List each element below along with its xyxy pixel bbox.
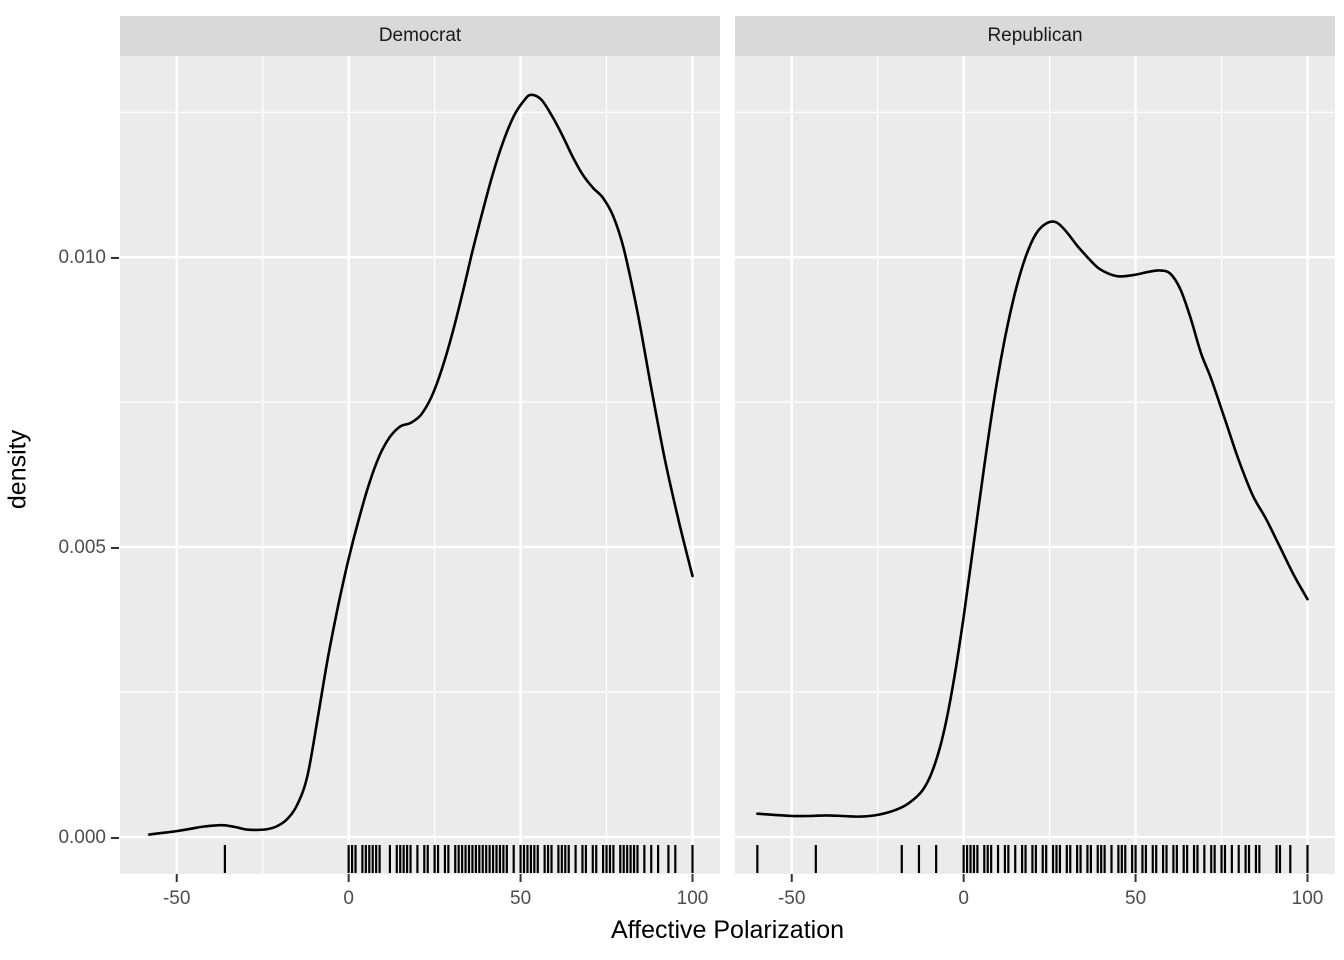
y-tick-mark bbox=[111, 547, 119, 550]
density-curve bbox=[756, 220, 1309, 818]
density-panel-republican: -50 0 50 100 bbox=[735, 56, 1335, 909]
y-tick-label: 0.010 bbox=[58, 247, 106, 269]
y-tick-mark bbox=[111, 836, 119, 839]
x-tick-label: 0 bbox=[343, 888, 354, 909]
density-curve bbox=[147, 93, 694, 836]
x-tick-label: -50 bbox=[778, 888, 805, 909]
x-tick-label: 100 bbox=[1292, 888, 1324, 909]
facet-democrat: Democrat -50 0 50 100 bbox=[120, 16, 720, 912]
panel-background bbox=[120, 56, 720, 874]
x-tick-label: 50 bbox=[510, 888, 531, 909]
x-tick-label: 0 bbox=[958, 888, 969, 909]
y-axis-title: density bbox=[3, 429, 32, 510]
facet-republican: Republican -50 0 50 100 bbox=[735, 16, 1335, 912]
panel-background bbox=[735, 56, 1335, 874]
facet-strip-label: Republican bbox=[987, 25, 1083, 46]
x-axis-title: Affective Polarization bbox=[611, 916, 844, 944]
facet-panels: Democrat -50 0 50 100 Republican -50 0 50 100 bbox=[120, 16, 1335, 912]
density-panel-democrat: -50 0 50 100 bbox=[120, 56, 720, 909]
facet-strip-label: Democrat bbox=[378, 25, 462, 46]
x-tick-label: 50 bbox=[1125, 888, 1146, 909]
x-tick-label: -50 bbox=[163, 888, 190, 909]
y-tick-mark bbox=[111, 257, 119, 260]
x-tick-label: 100 bbox=[677, 888, 709, 909]
y-tick-label: 0.005 bbox=[58, 537, 106, 559]
facet-strip-democrat: Democrat bbox=[120, 16, 720, 56]
facet-strip-republican: Republican bbox=[735, 16, 1335, 56]
y-tick-label: 0.000 bbox=[58, 826, 106, 848]
